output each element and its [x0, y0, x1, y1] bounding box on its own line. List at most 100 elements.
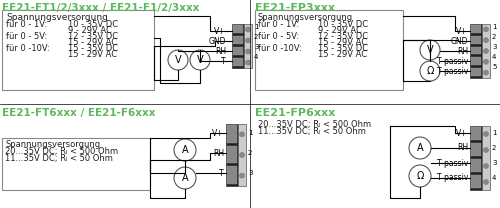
Text: 3: 3 [248, 170, 252, 176]
Text: 9 - 29V AC: 9 - 29V AC [318, 26, 362, 35]
Bar [471, 36, 481, 44]
Bar [471, 68, 481, 76]
Text: 4: 4 [492, 175, 496, 181]
Bar [238, 124, 246, 186]
Text: für 0 -10V:: für 0 -10V: [6, 44, 50, 53]
Text: V+: V+ [214, 26, 226, 36]
Text: 20...35V DC; Rₗ < 500 Ohm: 20...35V DC; Rₗ < 500 Ohm [258, 120, 371, 129]
Text: RH: RH [213, 149, 224, 157]
Bar [233, 25, 243, 33]
Circle shape [246, 38, 250, 43]
Circle shape [240, 173, 244, 178]
Circle shape [240, 132, 244, 137]
Circle shape [246, 60, 250, 65]
Circle shape [484, 59, 488, 64]
Circle shape [246, 27, 250, 32]
Text: T: T [222, 57, 226, 66]
Text: V+: V+ [212, 129, 224, 137]
Text: A: A [182, 145, 188, 155]
Text: 20...35V DC; Rₗ < 500 Ohm: 20...35V DC; Rₗ < 500 Ohm [5, 147, 118, 156]
Text: V+: V+ [456, 129, 468, 137]
Bar [233, 47, 243, 55]
Bar [471, 127, 481, 140]
Text: 3: 3 [492, 160, 496, 166]
Text: 1: 1 [254, 24, 258, 30]
Circle shape [484, 180, 488, 184]
Bar [482, 24, 490, 78]
Bar [470, 126, 482, 190]
Text: 11...35V DC; Rₗ < 50 Ohm: 11...35V DC; Rₗ < 50 Ohm [5, 154, 113, 163]
Text: 2: 2 [492, 145, 496, 151]
Circle shape [484, 147, 488, 152]
Bar [482, 126, 490, 190]
Text: 2: 2 [492, 34, 496, 40]
Text: 10 - 35V DC: 10 - 35V DC [68, 20, 118, 29]
Text: GND: GND [450, 36, 468, 46]
Text: 15 - 35V DC: 15 - 35V DC [318, 44, 368, 53]
Bar [471, 57, 481, 65]
Circle shape [174, 139, 196, 161]
Bar [471, 25, 481, 33]
Text: T passiv: T passiv [436, 57, 468, 66]
Text: 12 - 35V DC: 12 - 35V DC [68, 32, 118, 41]
Text: 15 - 35V DC: 15 - 35V DC [68, 44, 118, 53]
Text: für 0 - 5V:: für 0 - 5V: [258, 32, 299, 41]
Text: V: V [426, 45, 434, 55]
Text: 9 - 29V AC: 9 - 29V AC [68, 26, 112, 35]
Text: EE21-FP6xxx: EE21-FP6xxx [255, 108, 335, 118]
Text: RH: RH [457, 47, 468, 56]
Text: 3: 3 [254, 44, 258, 50]
Text: EE21-FP3xxx: EE21-FP3xxx [255, 3, 335, 13]
Bar [227, 125, 237, 143]
Text: V: V [196, 55, 203, 65]
Text: 15 - 29V AC: 15 - 29V AC [68, 50, 117, 59]
Text: 15 - 29V AC: 15 - 29V AC [318, 50, 367, 59]
Text: V+: V+ [456, 26, 468, 36]
Bar [471, 143, 481, 156]
Circle shape [484, 48, 488, 53]
Bar [2, 138, 150, 190]
Circle shape [246, 49, 250, 54]
Circle shape [420, 61, 440, 81]
Bar [471, 175, 481, 188]
Bar [244, 24, 252, 68]
Text: A: A [416, 143, 424, 153]
Text: 11...35V DC; Rₗ < 50 Ohm: 11...35V DC; Rₗ < 50 Ohm [258, 127, 366, 136]
Circle shape [409, 165, 431, 187]
Circle shape [484, 38, 488, 43]
Bar [255, 10, 403, 90]
Text: T passiv: T passiv [436, 67, 468, 76]
Bar [2, 10, 154, 90]
Text: für 0 - 1V:: für 0 - 1V: [258, 20, 299, 29]
Bar [227, 166, 237, 184]
Text: T passiv: T passiv [436, 158, 468, 167]
Circle shape [174, 167, 196, 189]
Text: Spannungsversorgung: Spannungsversorgung [6, 13, 108, 22]
Text: 2: 2 [254, 34, 258, 40]
Circle shape [484, 70, 488, 75]
Text: 2: 2 [248, 150, 252, 156]
Text: 4: 4 [254, 54, 258, 60]
Text: EE21-FT1/2/3xxx / EE21-F1/2/3xxx: EE21-FT1/2/3xxx / EE21-F1/2/3xxx [2, 3, 200, 13]
Bar [232, 24, 244, 68]
Text: Spannungsversorgung: Spannungsversorgung [5, 140, 100, 149]
Text: Ω: Ω [426, 66, 434, 76]
Bar [471, 159, 481, 172]
Text: Ω: Ω [416, 171, 424, 181]
Circle shape [168, 50, 188, 70]
Text: für 0 - 5V:: für 0 - 5V: [6, 32, 47, 41]
Text: 5: 5 [492, 64, 496, 70]
Text: T passiv: T passiv [436, 173, 468, 182]
Text: 4: 4 [492, 54, 496, 60]
Bar [233, 58, 243, 66]
Circle shape [420, 40, 440, 60]
Text: 15 - 29V AC: 15 - 29V AC [68, 38, 117, 47]
Bar [471, 47, 481, 54]
Circle shape [240, 152, 244, 157]
Text: V: V [174, 55, 182, 65]
Bar [470, 24, 482, 78]
Text: T: T [220, 168, 224, 177]
Bar [227, 146, 237, 163]
Text: RH: RH [215, 47, 226, 56]
Circle shape [409, 137, 431, 159]
